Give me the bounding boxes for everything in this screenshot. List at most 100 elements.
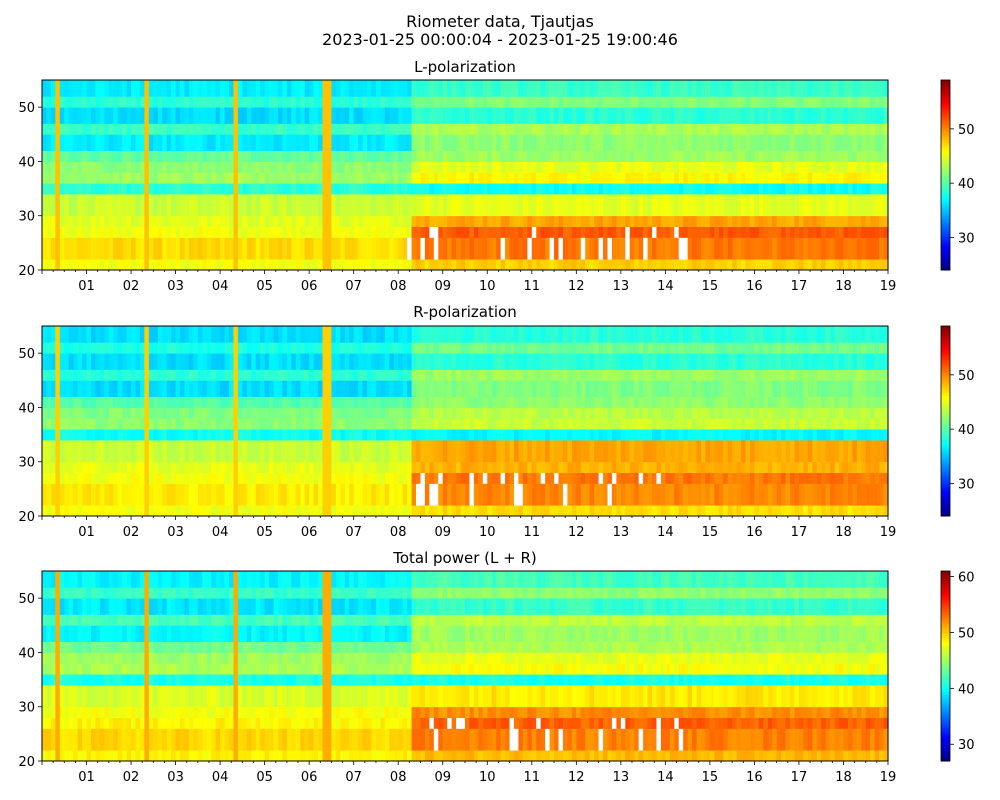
heatmap-cell (879, 407, 885, 419)
colorbar-segment (941, 241, 950, 245)
heatmap-cell (59, 259, 65, 271)
heatmap-cell (322, 461, 328, 473)
heatmap-cell (509, 80, 515, 97)
heatmap-cell (554, 418, 560, 430)
heatmap-cell (122, 380, 128, 397)
heatmap-cell (322, 407, 328, 419)
heatmap-cell (571, 194, 577, 217)
heatmap-cell (104, 161, 110, 173)
heatmap-cell (438, 134, 444, 151)
heatmap-cell (865, 259, 871, 271)
heatmap-cell (478, 440, 484, 463)
heatmap-cell (358, 194, 364, 217)
heatmap-cell (73, 418, 79, 430)
heatmap-cell (803, 134, 809, 151)
heatmap-cell (237, 461, 243, 473)
heatmap-cell (220, 407, 226, 419)
heatmap-cell (229, 407, 235, 419)
heatmap-cell (767, 80, 773, 97)
heatmap-cell (64, 472, 70, 484)
heatmap-cell (798, 237, 804, 260)
heatmap-cell (242, 369, 248, 381)
heatmap-cell (554, 369, 560, 381)
heatmap-cell (380, 150, 386, 162)
heatmap-cell (242, 80, 248, 97)
heatmap-cell (393, 380, 399, 397)
heatmap-cell (282, 172, 288, 184)
heatmap-cell (825, 150, 831, 162)
heatmap-cell (251, 96, 257, 108)
heatmap-cell (500, 369, 506, 381)
heatmap-cell (491, 440, 497, 463)
heatmap-cell (206, 107, 212, 124)
heatmap-cell (451, 194, 457, 217)
heatmap-cell (665, 396, 671, 408)
heatmap-cell (611, 96, 617, 108)
heatmap-cell (732, 183, 738, 195)
heatmap-cell (852, 107, 858, 124)
heatmap-cell (638, 134, 644, 151)
heatmap-cell (518, 194, 524, 217)
heatmap-cell (237, 183, 243, 195)
heatmap-cell (803, 505, 809, 517)
heatmap-cell (687, 226, 693, 238)
heatmap-cell (611, 418, 617, 430)
heatmap-cell (469, 134, 475, 151)
heatmap-cell (438, 194, 444, 217)
heatmap-cell (807, 418, 813, 430)
heatmap-cell (714, 505, 720, 517)
heatmap-cell (705, 107, 711, 124)
heatmap-cell (736, 194, 742, 217)
heatmap-cell (776, 194, 782, 217)
heatmap-cell (398, 380, 404, 397)
heatmap-cell (531, 483, 537, 506)
heatmap-cell (687, 150, 693, 162)
heatmap-cell (300, 369, 306, 381)
heatmap-cell (638, 123, 644, 135)
heatmap-cell (349, 150, 355, 162)
heatmap-cell (531, 472, 537, 484)
heatmap-cell (830, 96, 836, 108)
heatmap-cell (625, 369, 631, 381)
heatmap-cell (491, 194, 497, 217)
heatmap-cell (834, 440, 840, 463)
heatmap-cell (732, 107, 738, 124)
heatmap-cell (82, 194, 88, 217)
heatmap-cell (763, 461, 769, 473)
heatmap-cell (616, 215, 622, 227)
heatmap-cell (758, 80, 764, 97)
heatmap-cell (438, 123, 444, 135)
heatmap-cell (380, 380, 386, 397)
heatmap-cell (362, 123, 368, 135)
heatmap-cell (300, 183, 306, 195)
heatmap-cell (709, 483, 715, 506)
heatmap-cell (438, 259, 444, 271)
heatmap-cell (157, 407, 163, 419)
heatmap-cell (652, 237, 658, 260)
heatmap-cell (513, 505, 520, 517)
heatmap-cell (393, 472, 399, 484)
heatmap-cell (157, 194, 163, 217)
heatmap-cell (153, 107, 159, 124)
heatmap-cell (883, 369, 889, 381)
heatmap-cell (798, 107, 804, 124)
heatmap-cell (678, 472, 684, 484)
heatmap-cell (847, 429, 853, 441)
heatmap-cell (277, 396, 284, 408)
heatmap-cell (367, 483, 373, 506)
heatmap-cell (135, 150, 141, 162)
heatmap-cell (82, 259, 88, 271)
colorbar-segment (941, 234, 950, 238)
heatmap-cell (807, 369, 813, 381)
heatmap-cell (349, 440, 355, 463)
heatmap-cell (714, 183, 720, 195)
heatmap-cell (304, 172, 310, 184)
heatmap-cell (407, 96, 413, 108)
heatmap-cell (794, 226, 800, 238)
heatmap-cell (269, 440, 275, 463)
heatmap-cell (393, 483, 399, 506)
heatmap-cell (669, 123, 675, 135)
heatmap-cell (269, 134, 275, 151)
heatmap-cell (652, 150, 658, 162)
heatmap-cell (211, 172, 217, 184)
